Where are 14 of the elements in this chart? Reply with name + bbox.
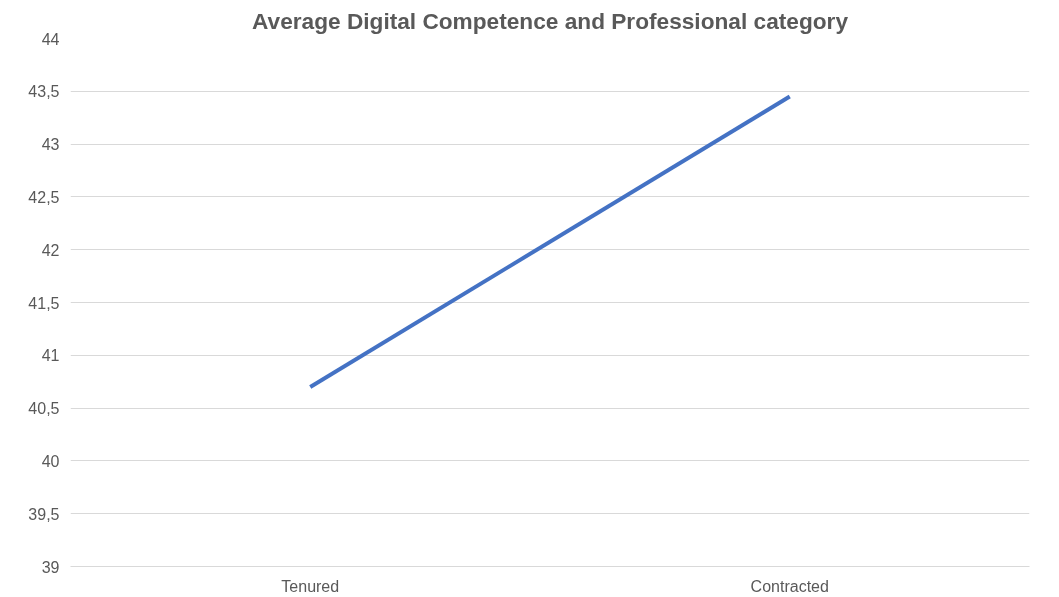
y-tick-label: 44 [41, 30, 60, 48]
chart-title: Average Digital Competence and Professional category [252, 7, 849, 34]
y-tick-label: 42,5 [28, 188, 60, 206]
x-tick-label: Tenured [281, 577, 340, 595]
y-tick-label: 40 [41, 452, 60, 470]
x-tick-label: Contracted [750, 577, 829, 595]
y-tick-label: 39 [41, 558, 60, 576]
y-tick-label: 43 [41, 136, 60, 154]
y-tick-label: 42 [41, 241, 60, 259]
y-tick-label: 43,5 [28, 83, 60, 101]
y-tick-label: 39,5 [28, 505, 60, 523]
y-tick-label: 41,5 [28, 294, 60, 312]
y-tick-label: 41 [41, 347, 60, 365]
y-tick-label: 40,5 [28, 400, 60, 418]
